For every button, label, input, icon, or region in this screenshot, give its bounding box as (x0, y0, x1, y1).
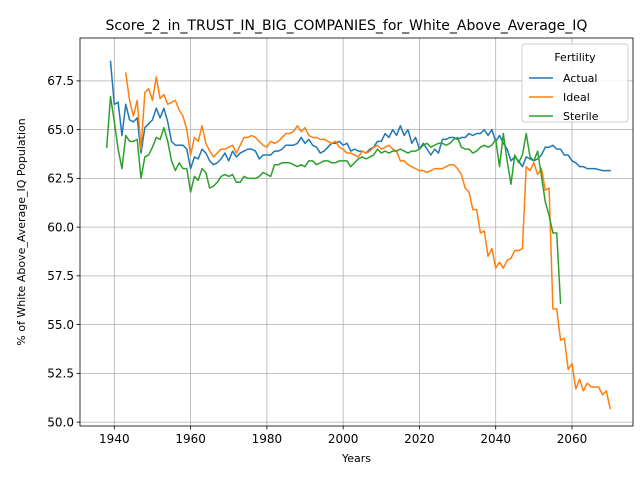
legend-title: Fertility (554, 51, 596, 64)
y-tick-label: 52.5 (47, 367, 74, 381)
legend-label-ideal: Ideal (563, 91, 590, 104)
y-tick-label: 62.5 (47, 172, 74, 186)
axis-ticks: 1940 1960 1980 2000 2020 2040 2060 50.0 52.5 55.0… (47, 74, 587, 446)
y-tick-label: 67.5 (47, 74, 74, 88)
y-tick-label: 65.0 (47, 123, 74, 137)
x-tick-label: 1980 (252, 432, 283, 446)
x-tick-label: 1960 (175, 432, 206, 446)
plot-frame (79, 37, 634, 427)
series-lines (105, 60, 612, 410)
chart-title: Score_2_in_TRUST_IN_BIG_COMPANIES_for_Wh… (106, 18, 588, 34)
x-tick-label: 1940 (99, 432, 130, 446)
x-tick-label: 2040 (480, 432, 511, 446)
legend-label-actual: Actual (563, 72, 597, 85)
y-tick-label: 55.0 (47, 318, 74, 332)
legend: Fertility Actual Ideal Sterile (521, 43, 629, 123)
y-tick-label: 57.5 (47, 269, 74, 283)
x-tick-label: 2020 (404, 432, 435, 446)
legend-label-sterile: Sterile (563, 110, 599, 123)
series-line-ideal (124, 72, 612, 410)
grid (80, 38, 633, 426)
series-line-sterile (105, 95, 562, 304)
legend-items: Actual Ideal Sterile (529, 72, 599, 123)
y-tick-label: 60.0 (47, 220, 74, 234)
x-tick-label: 2000 (328, 432, 359, 446)
y-tick-label: 50.0 (47, 415, 74, 429)
legend-box (521, 43, 629, 123)
x-axis-label: Years (341, 452, 371, 465)
y-axis-label: % of White Above_Average_IQ Population (15, 118, 28, 345)
x-tick-label: 2060 (557, 432, 588, 446)
